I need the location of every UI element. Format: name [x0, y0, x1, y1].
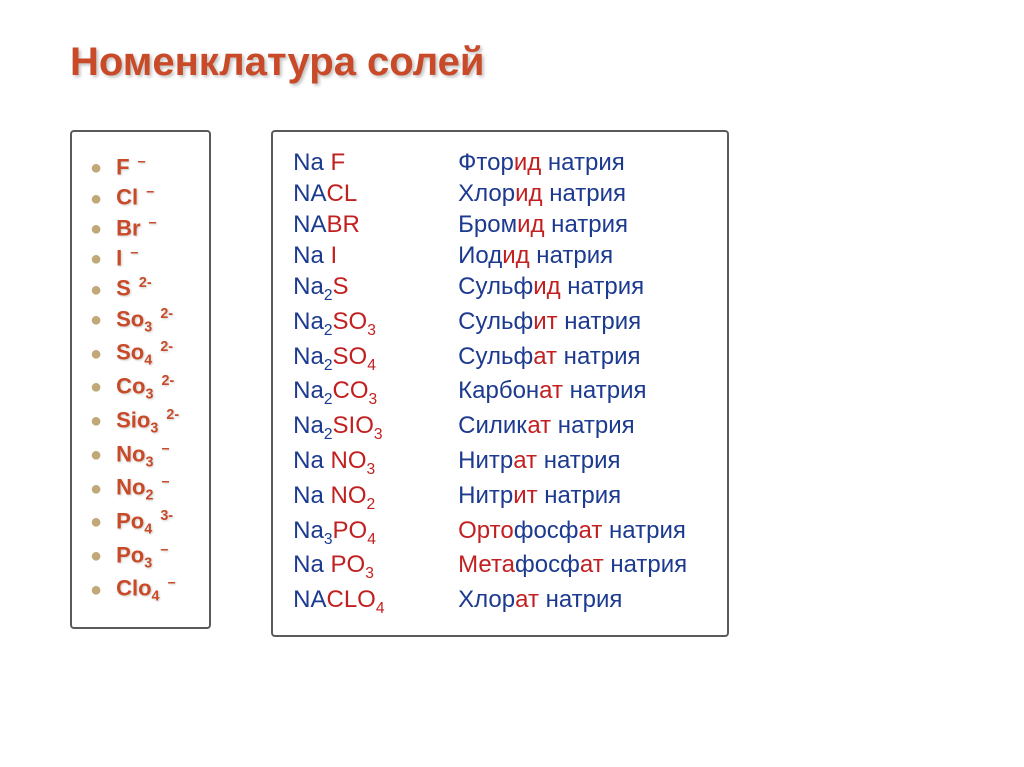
- salt-name: Фторид натрия: [458, 149, 625, 177]
- ion-row: ● PO3 –: [90, 542, 179, 572]
- ion-symbol: Cl –: [116, 184, 154, 210]
- bullet-icon: ●: [90, 157, 102, 180]
- content-area: ● F – ● Cl – ● Br – ● I – ● S 2- ● SO3 2- ● SO4 2- ● CO…: [50, 130, 974, 637]
- bullet-icon: ●: [90, 248, 102, 271]
- ion-symbol: I –: [116, 245, 138, 271]
- bullet-icon: ●: [90, 376, 102, 399]
- ion-row: ● SO3 2-: [90, 306, 179, 336]
- salt-name: Бромид натрия: [458, 211, 628, 239]
- salt-row: Na2SO4Сульфат натрия: [293, 343, 687, 375]
- salt-formula: Na2S: [293, 273, 458, 305]
- slide-title: Номенклатура солей: [70, 40, 974, 85]
- ion-symbol: PO3 –: [116, 542, 168, 572]
- salt-formula: Na2SO3: [293, 308, 458, 340]
- ion-row: ● CO3 2-: [90, 373, 179, 403]
- ion-symbol: SO4 2-: [116, 339, 173, 369]
- salt-name: Хлорат натрия: [458, 586, 622, 614]
- bullet-icon: ●: [90, 545, 102, 568]
- salt-row: NACLO4Хлорат натрия: [293, 586, 687, 618]
- bullet-icon: ●: [90, 188, 102, 211]
- salt-row: Na2SO3Сульфит натрия: [293, 308, 687, 340]
- ion-symbol: ClO4 –: [116, 575, 175, 605]
- salt-row: NABRБромид натрия: [293, 211, 687, 239]
- ion-row: ● F –: [90, 154, 179, 180]
- salt-name: Нитрит натрия: [458, 482, 621, 510]
- bullet-icon: ●: [90, 579, 102, 602]
- bullet-icon: ●: [90, 309, 102, 332]
- salt-row: Na FФторид натрия: [293, 149, 687, 177]
- ion-row: ● NO3 –: [90, 441, 179, 471]
- salt-row: Na NO3Нитрат натрия: [293, 447, 687, 479]
- ion-symbol: CO3 2-: [116, 373, 174, 403]
- ion-row: ● PO4 3-: [90, 508, 179, 538]
- ion-row: ● I –: [90, 245, 179, 271]
- ion-list-box: ● F – ● Cl – ● Br – ● I – ● S 2- ● SO3 2- ● SO4 2- ● CO…: [70, 130, 211, 629]
- salt-formula: Na PO3: [293, 551, 458, 583]
- salt-row: Na IИодид натрия: [293, 242, 687, 270]
- salt-name: Сульфид натрия: [458, 273, 644, 301]
- salt-formula: Na2CO3: [293, 377, 458, 409]
- ion-row: ● Br –: [90, 215, 179, 241]
- ion-row: ● ClO4 –: [90, 575, 179, 605]
- salt-formula: Na2SIO3: [293, 412, 458, 444]
- salt-name: Сульфит натрия: [458, 308, 641, 336]
- ion-symbol: SO3 2-: [116, 306, 173, 336]
- salt-name: Сульфат натрия: [458, 343, 640, 371]
- ion-row: ● SO4 2-: [90, 339, 179, 369]
- salt-formula: Na I: [293, 242, 458, 270]
- salt-row: NACLХлорид натрия: [293, 180, 687, 208]
- salt-formula: NACLO4: [293, 586, 458, 618]
- salt-row: Na3PO4Ортофосфат натрия: [293, 517, 687, 549]
- ion-symbol: NO3 –: [116, 441, 169, 471]
- bullet-icon: ●: [90, 218, 102, 241]
- salt-name: Нитрат натрия: [458, 447, 620, 475]
- ion-symbol: PO4 3-: [116, 508, 173, 538]
- ion-row: ● Cl –: [90, 184, 179, 210]
- ion-row: ● S 2-: [90, 275, 179, 301]
- salt-row: Na2SIO3Силикат натрия: [293, 412, 687, 444]
- salt-formula: NABR: [293, 211, 458, 239]
- salt-formula: Na3PO4: [293, 517, 458, 549]
- salt-name: Ортофосфат натрия: [458, 517, 686, 545]
- bullet-icon: ●: [90, 511, 102, 534]
- ion-row: ● SiO3 2-: [90, 407, 179, 437]
- salt-list-box: Na FФторид натрияNACLХлорид натрияNABRБр…: [271, 130, 729, 637]
- salt-name: Силикат натрия: [458, 412, 634, 440]
- ion-symbol: F –: [116, 154, 146, 180]
- salt-formula: Na NO2: [293, 482, 458, 514]
- salt-name: Иодид натрия: [458, 242, 613, 270]
- salt-row: Na2SСульфид натрия: [293, 273, 687, 305]
- bullet-icon: ●: [90, 343, 102, 366]
- ion-symbol: SiO3 2-: [116, 407, 179, 437]
- ion-symbol: Br –: [116, 215, 157, 241]
- salt-row: Na PO3Метафосфат натрия: [293, 551, 687, 583]
- bullet-icon: ●: [90, 478, 102, 501]
- salt-name: Хлорид натрия: [458, 180, 626, 208]
- salt-formula: Na2SO4: [293, 343, 458, 375]
- salt-name: Метафосфат натрия: [458, 551, 687, 579]
- salt-formula: NACL: [293, 180, 458, 208]
- bullet-icon: ●: [90, 444, 102, 467]
- salt-row: Na NO2Нитрит натрия: [293, 482, 687, 514]
- bullet-icon: ●: [90, 279, 102, 302]
- salt-row: Na2CO3Карбонат натрия: [293, 377, 687, 409]
- ion-symbol: S 2-: [116, 275, 152, 301]
- bullet-icon: ●: [90, 410, 102, 433]
- ion-symbol: NO2 –: [116, 474, 169, 504]
- ion-row: ● NO2 –: [90, 474, 179, 504]
- salt-formula: Na NO3: [293, 447, 458, 479]
- salt-name: Карбонат натрия: [458, 377, 646, 405]
- salt-formula: Na F: [293, 149, 458, 177]
